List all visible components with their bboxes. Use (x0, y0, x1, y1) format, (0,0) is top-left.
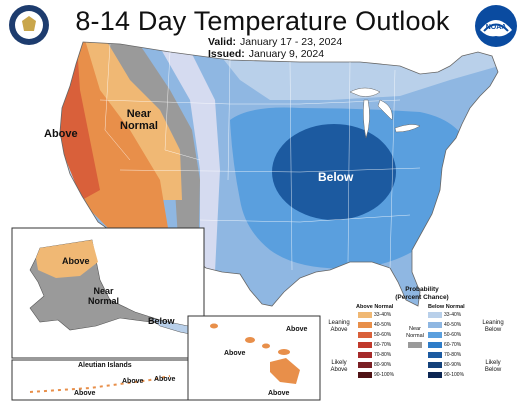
legend-below-bin-label: 90-100% (444, 372, 465, 378)
legend-likely-below: Likely Below (484, 360, 502, 373)
legend-above-swatch (358, 332, 372, 338)
probability-legend: Probability (Percent Chance) Above Norma… (322, 286, 522, 404)
valid-line: Valid: January 17 - 23, 2024 (208, 36, 342, 48)
legend-below-bin-label: 50-60% (444, 332, 462, 338)
legend-above-bin-label: 33-40% (374, 312, 392, 318)
legend-leaning-above: Leaning Above (328, 320, 350, 333)
legend-title: Probability (Percent Chance) (395, 286, 449, 301)
legend-near-label: Near Normal (406, 326, 424, 339)
label-hawaii-above-2: Above (286, 326, 308, 333)
label-aleutian-above-2: Above (122, 378, 144, 385)
issued-label: Issued: (208, 48, 245, 60)
legend-above-bin-label: 60-70% (374, 342, 392, 348)
legend-above-swatch (358, 342, 372, 348)
label-aleutian-above-3: Above (154, 376, 176, 383)
legend-above-swatch (358, 372, 372, 378)
hawaii-inset-frame (187, 315, 321, 401)
legend-below-swatch (428, 352, 442, 358)
legend-below-header: Below Normal (428, 304, 465, 310)
label-alaska-above: Above (62, 256, 90, 266)
legend-below-swatch (428, 372, 442, 378)
legend-above-bin-label: 90-100% (374, 372, 395, 378)
legend-above-swatch (358, 362, 372, 368)
legend-above-bin-label: 50-60% (374, 332, 392, 338)
legend-above-swatch (358, 312, 372, 318)
legend-below-swatch (428, 322, 442, 328)
legend-above-bin-label: 70-80% (374, 352, 392, 358)
label-above-west: Above (44, 128, 78, 140)
issued-line: Issued: January 9, 2024 (208, 48, 324, 60)
label-below-central: Below (318, 170, 354, 184)
legend-below-bin-label: 40-50% (444, 322, 462, 328)
doc-seal-icon (9, 5, 49, 45)
legend-above-swatch (358, 322, 372, 328)
legend-below-bin-label: 70-80% (444, 352, 462, 358)
legend-above-bin-label: 40-50% (374, 322, 392, 328)
issued-date: January 9, 2024 (248, 48, 325, 60)
legend-above-header: Above Normal (356, 304, 394, 310)
valid-label: Valid: (208, 36, 237, 48)
page-title: 8-14 Day Temperature Outlook (75, 6, 450, 36)
label-hawaii-above-3: Above (268, 390, 290, 397)
legend-below-bin-label: 80-90% (444, 362, 462, 368)
legend-near-swatch (408, 342, 422, 348)
label-alaska-near-normal: Near Normal (88, 286, 120, 306)
label-near-normal-west: Near Normal (120, 108, 158, 132)
legend-below-bin-label: 33-40% (444, 312, 462, 318)
legend-below-swatch (428, 312, 442, 318)
aleutian-title: Aleutian Islands (78, 362, 132, 369)
legend-below-swatch (428, 342, 442, 348)
label-hawaii-above-1: Above (224, 350, 246, 357)
legend-leaning-below: Leaning Below (482, 320, 504, 333)
label-aleutian-above-1: Above (74, 390, 96, 397)
svg-text:NOAA: NOAA (486, 24, 507, 31)
legend-above-swatch (358, 352, 372, 358)
legend-likely-above: Likely Above (330, 360, 348, 373)
valid-date: January 17 - 23, 2024 (240, 36, 343, 48)
aleutian-inset-frame (11, 359, 205, 401)
legend-above-bin-label: 80-90% (374, 362, 392, 368)
legend-below-bin-label: 60-70% (444, 342, 462, 348)
label-alaska-below: Below (148, 316, 175, 326)
noaa-logo-icon: NOAA (475, 5, 517, 47)
legend-below-swatch (428, 332, 442, 338)
legend-below-swatch (428, 362, 442, 368)
